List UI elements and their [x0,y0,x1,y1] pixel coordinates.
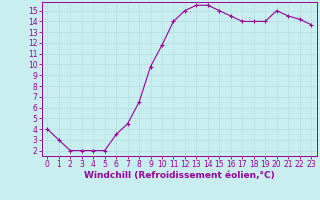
X-axis label: Windchill (Refroidissement éolien,°C): Windchill (Refroidissement éolien,°C) [84,171,275,180]
